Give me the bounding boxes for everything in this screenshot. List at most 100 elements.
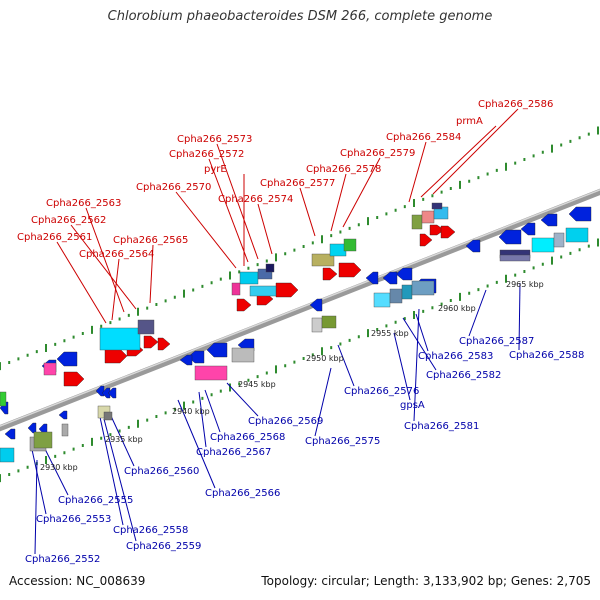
reverse-gene-arrow: [520, 222, 536, 236]
bottom-gene-label: Cpha266_2581: [404, 421, 479, 432]
top-gene-label: Cpha266_2564: [79, 249, 154, 260]
gene-box: [43, 362, 57, 376]
gene-box: [499, 254, 531, 262]
bottom-label-leader: [226, 382, 259, 417]
top-tick-row: [0, 126, 599, 371]
bottom-gene-label: gpsA: [400, 400, 425, 411]
gene-box: [311, 317, 323, 333]
backbone-highlight: [0, 189, 600, 427]
top-label-leader: [70, 224, 137, 310]
gene-box: [61, 423, 69, 437]
bottom-label-leader: [314, 367, 332, 437]
top-gene-label: Cpha266_2578: [306, 164, 381, 175]
gene-features: [0, 202, 592, 463]
forward-gene-arrow: [440, 225, 456, 239]
bottom-label-leader: [402, 317, 437, 371]
reverse-gene-arrow: [395, 267, 413, 281]
top-label-leader: [85, 207, 125, 313]
forward-gene-arrow: [143, 335, 159, 349]
gene-box: [99, 327, 141, 351]
top-gene-label: Cpha266_2565: [113, 235, 188, 246]
forward-gene-arrow: [322, 267, 338, 281]
scale-label: 2935 kbp: [105, 435, 143, 444]
reverse-gene-arrow: [382, 271, 398, 285]
bottom-gene-label: Cpha266_2568: [210, 432, 285, 443]
bottom-label-leader: [34, 459, 38, 555]
tick-grid: [0, 126, 599, 483]
gene-box: [265, 263, 275, 273]
reverse-gene-arrow: [465, 239, 481, 253]
gene-box: [401, 284, 413, 300]
backbone-line: [0, 188, 600, 432]
reverse-gene-arrow: [365, 271, 379, 285]
gene-box: [239, 271, 259, 285]
bottom-gene-label: Cpha266_2582: [426, 370, 501, 381]
bottom-gene-label: Cpha266_2566: [205, 488, 280, 499]
bottom-gene-label: Cpha266_2576: [344, 386, 419, 397]
reverse-gene-arrow: [27, 422, 37, 434]
gene-box: [137, 319, 155, 335]
reverse-gene-arrow: [179, 354, 193, 366]
scale-label: 2955 kbp: [371, 329, 409, 338]
scale-labels: 2930 kbp 2935 kbp 2940 kbp 2945 kbp 2950 kbp…: [40, 280, 544, 472]
reverse-gene-arrow: [498, 229, 522, 245]
gene-box: [411, 214, 423, 230]
forward-gene-arrow: [275, 282, 299, 298]
scale-label: 2945 kbp: [238, 380, 276, 389]
scale-label: 2965 kbp: [506, 280, 544, 289]
gene-box: [33, 431, 53, 449]
reverse-gene-arrow: [58, 410, 68, 420]
bottom-gene-label: Cpha266_2587: [459, 336, 534, 347]
gene-box: [321, 315, 337, 329]
gene-box: [231, 347, 255, 363]
top-label-leader: [420, 125, 497, 198]
bottom-gene-label: Cpha266_2553: [36, 514, 111, 525]
bottom-label-leader: [103, 418, 137, 542]
gene-box: [389, 288, 403, 304]
gene-box: [565, 227, 589, 243]
map-title: Chlorobium phaeobacteroides DSM 266, com…: [107, 9, 493, 24]
reverse-gene-arrow: [56, 351, 78, 367]
top-label-leader: [299, 187, 316, 237]
bottom-gene-label: Cpha266_2583: [418, 351, 493, 362]
gene-labels: Cpha266_2586 prmA Cpha266_2584 Cpha266_2579…: [17, 99, 584, 565]
gene-box: [411, 280, 435, 296]
top-gene-label: Cpha266_2561: [17, 232, 92, 243]
scale-label: 2940 kbp: [172, 407, 210, 416]
gene-box: [343, 238, 357, 252]
bottom-gene-label: Cpha266_2552: [25, 554, 100, 565]
top-gene-label: pyrE: [204, 164, 227, 175]
top-gene-label: Cpha266_2579: [340, 148, 415, 159]
bottom-label-leader: [413, 308, 420, 422]
forward-gene-arrow: [104, 348, 128, 364]
gene-box: [531, 237, 555, 253]
gene-box: [311, 253, 335, 267]
genome-backbone: [0, 188, 600, 432]
forward-gene-arrow: [429, 224, 445, 236]
top-label-leader: [216, 143, 259, 260]
gene-box: [431, 202, 443, 210]
top-label-leader: [149, 244, 154, 304]
gene-box: [0, 447, 15, 463]
reverse-gene-arrow: [540, 213, 558, 227]
gene-box: [103, 411, 113, 421]
reverse-gene-arrow: [568, 206, 592, 222]
top-gene-label: Cpha266_2573: [177, 134, 252, 145]
bottom-label-leader: [204, 389, 221, 433]
forward-gene-arrow: [157, 337, 171, 351]
top-gene-label: Cpha266_2572: [169, 149, 244, 160]
label-leader-lines: [30, 108, 521, 555]
scale-label: 2950 kbp: [306, 354, 344, 363]
forward-gene-arrow: [419, 233, 433, 247]
top-label-leader: [56, 241, 107, 324]
bottom-gene-label: Cpha266_2567: [196, 447, 271, 458]
bottom-label-leader: [337, 344, 355, 387]
top-label-leader: [408, 141, 427, 203]
bottom-label-leader: [393, 332, 411, 401]
gene-box: [373, 292, 391, 308]
top-label-leader: [257, 203, 273, 255]
bottom-gene-label: Cpha266_2559: [126, 541, 201, 552]
bottom-gene-label: Cpha266_2555: [58, 495, 133, 506]
